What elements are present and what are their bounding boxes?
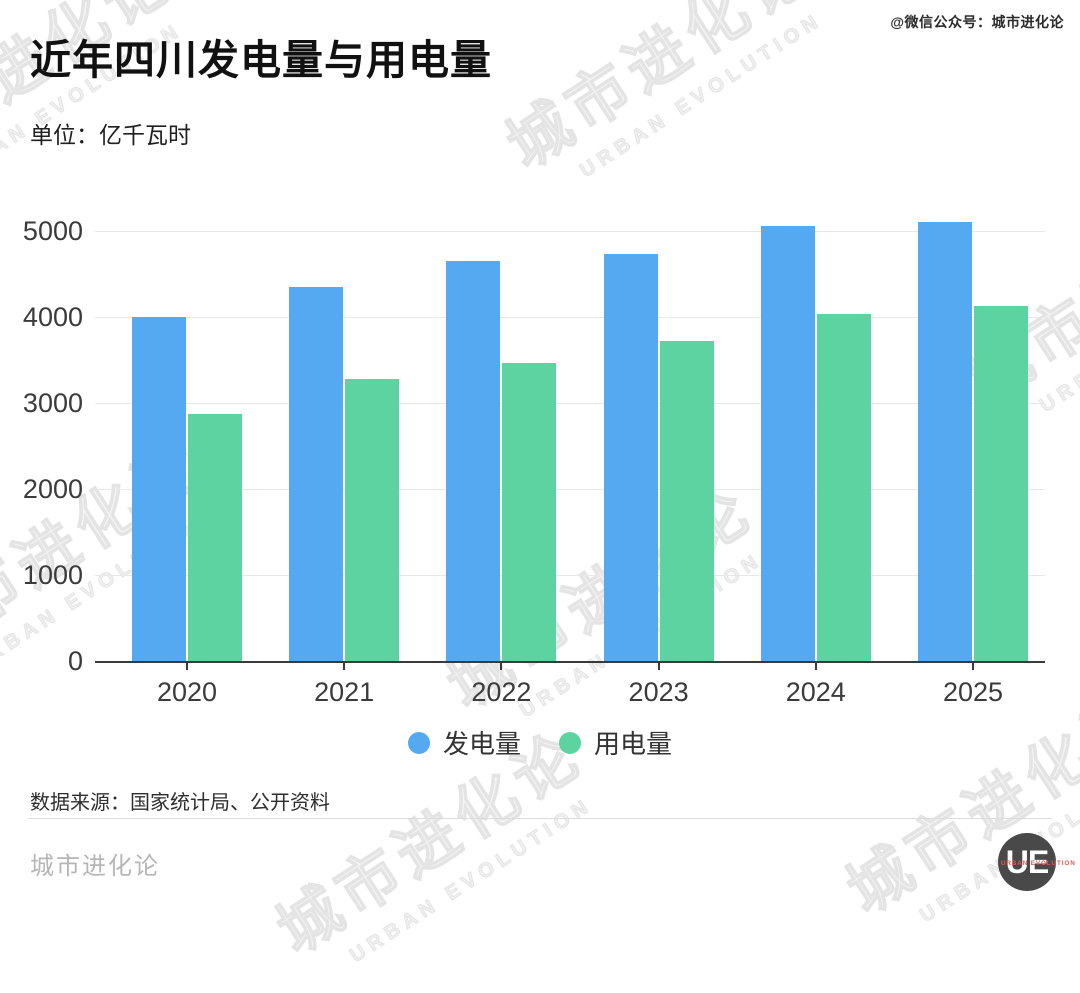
bar-consumption-2024 bbox=[816, 314, 871, 661]
page-title: 近年四川发电量与用电量 bbox=[30, 37, 492, 83]
watermark-en-text: URBAN EVOLUTION bbox=[576, 8, 828, 182]
x-tick-2021 bbox=[343, 661, 346, 670]
y-axis-label: 0 bbox=[67, 646, 83, 676]
y-axis-label: 2000 bbox=[22, 474, 83, 504]
footer-divider bbox=[28, 818, 1052, 819]
watermark-en-text: URBAN EVOLUTION bbox=[916, 753, 1080, 927]
bar-consumption-2021 bbox=[345, 378, 400, 661]
legend-label-generation: 发电量 bbox=[442, 729, 521, 759]
legend-dot-generation-icon bbox=[407, 731, 430, 754]
attribution-text: @微信公众号：城市进化论 bbox=[890, 14, 1064, 30]
x-axis-label-2025: 2025 bbox=[942, 677, 1004, 707]
x-axis-label-2023: 2023 bbox=[628, 677, 689, 707]
bar-consumption-2020 bbox=[188, 414, 242, 661]
watermark-tile-1: 城市进化论 URBAN EVOLUTION bbox=[486, 0, 843, 208]
x-tick-2022 bbox=[500, 661, 503, 670]
legend-item-consumption: 用电量 bbox=[559, 724, 672, 761]
x-tick-2024 bbox=[814, 661, 817, 670]
legend-label-consumption: 用电量 bbox=[594, 729, 673, 759]
x-axis-label-2022: 2022 bbox=[471, 677, 532, 707]
bar-consumption-2025 bbox=[974, 305, 1028, 661]
x-tick-2020 bbox=[186, 661, 188, 670]
watermark-en-text: URBAN EVOLUTION bbox=[346, 793, 598, 967]
x-axis-label-2024: 2024 bbox=[785, 677, 846, 707]
x-axis-label-2021: 2021 bbox=[314, 677, 375, 707]
chart-legend: 发电量 用电量 bbox=[0, 724, 1080, 761]
x-tick-2025 bbox=[972, 661, 974, 670]
gridline-0 bbox=[95, 661, 1045, 663]
unit-label: 单位：亿千瓦时 bbox=[30, 122, 191, 148]
bar-consumption-2022 bbox=[502, 363, 557, 661]
bar-chart-plot-area: 0 1000 2000 3000 4000 5000 2020 2021 2022 2023 202… bbox=[23, 216, 1045, 707]
y-axis-label: 3000 bbox=[22, 388, 83, 418]
bar-generation-2025 bbox=[918, 222, 972, 661]
infographic-root: 城市进化论 URBAN EVOLUTION 城市进化论 URBAN EVOLUTION… bbox=[0, 0, 1080, 968]
brand-name: 城市进化论 bbox=[30, 853, 160, 880]
bar-generation-2021 bbox=[289, 286, 344, 661]
gridline-3000 bbox=[95, 403, 1045, 404]
bar-consumption-2023 bbox=[659, 341, 714, 661]
x-axis-label-2020: 2020 bbox=[156, 677, 218, 707]
bar-generation-2020 bbox=[132, 317, 186, 661]
y-axis-label: 5000 bbox=[22, 216, 83, 246]
watermark-cn-text: 城市进化论 bbox=[495, 0, 828, 183]
bar-generation-2023 bbox=[603, 254, 658, 661]
x-tick-2023 bbox=[657, 661, 660, 670]
gridline-2000 bbox=[95, 489, 1045, 490]
gridline-5000 bbox=[95, 231, 1045, 232]
legend-dot-consumption-icon bbox=[559, 731, 581, 754]
y-axis-label: 4000 bbox=[22, 302, 83, 332]
legend-item-generation: 发电量 bbox=[407, 724, 521, 761]
source-note: 数据来源：国家统计局、公开资料 bbox=[30, 792, 330, 814]
y-axis-label: 1000 bbox=[22, 560, 83, 590]
bar-generation-2024 bbox=[760, 225, 815, 661]
ue-logo-subtext: URBAN EVOLUTION bbox=[1000, 860, 1076, 867]
ue-logo-letters: UE bbox=[1005, 844, 1049, 880]
gridline-4000 bbox=[95, 317, 1045, 318]
ue-logo: UE URBAN EVOLUTION bbox=[998, 833, 1076, 891]
bar-generation-2022 bbox=[446, 261, 501, 661]
gridline-1000 bbox=[95, 575, 1045, 576]
